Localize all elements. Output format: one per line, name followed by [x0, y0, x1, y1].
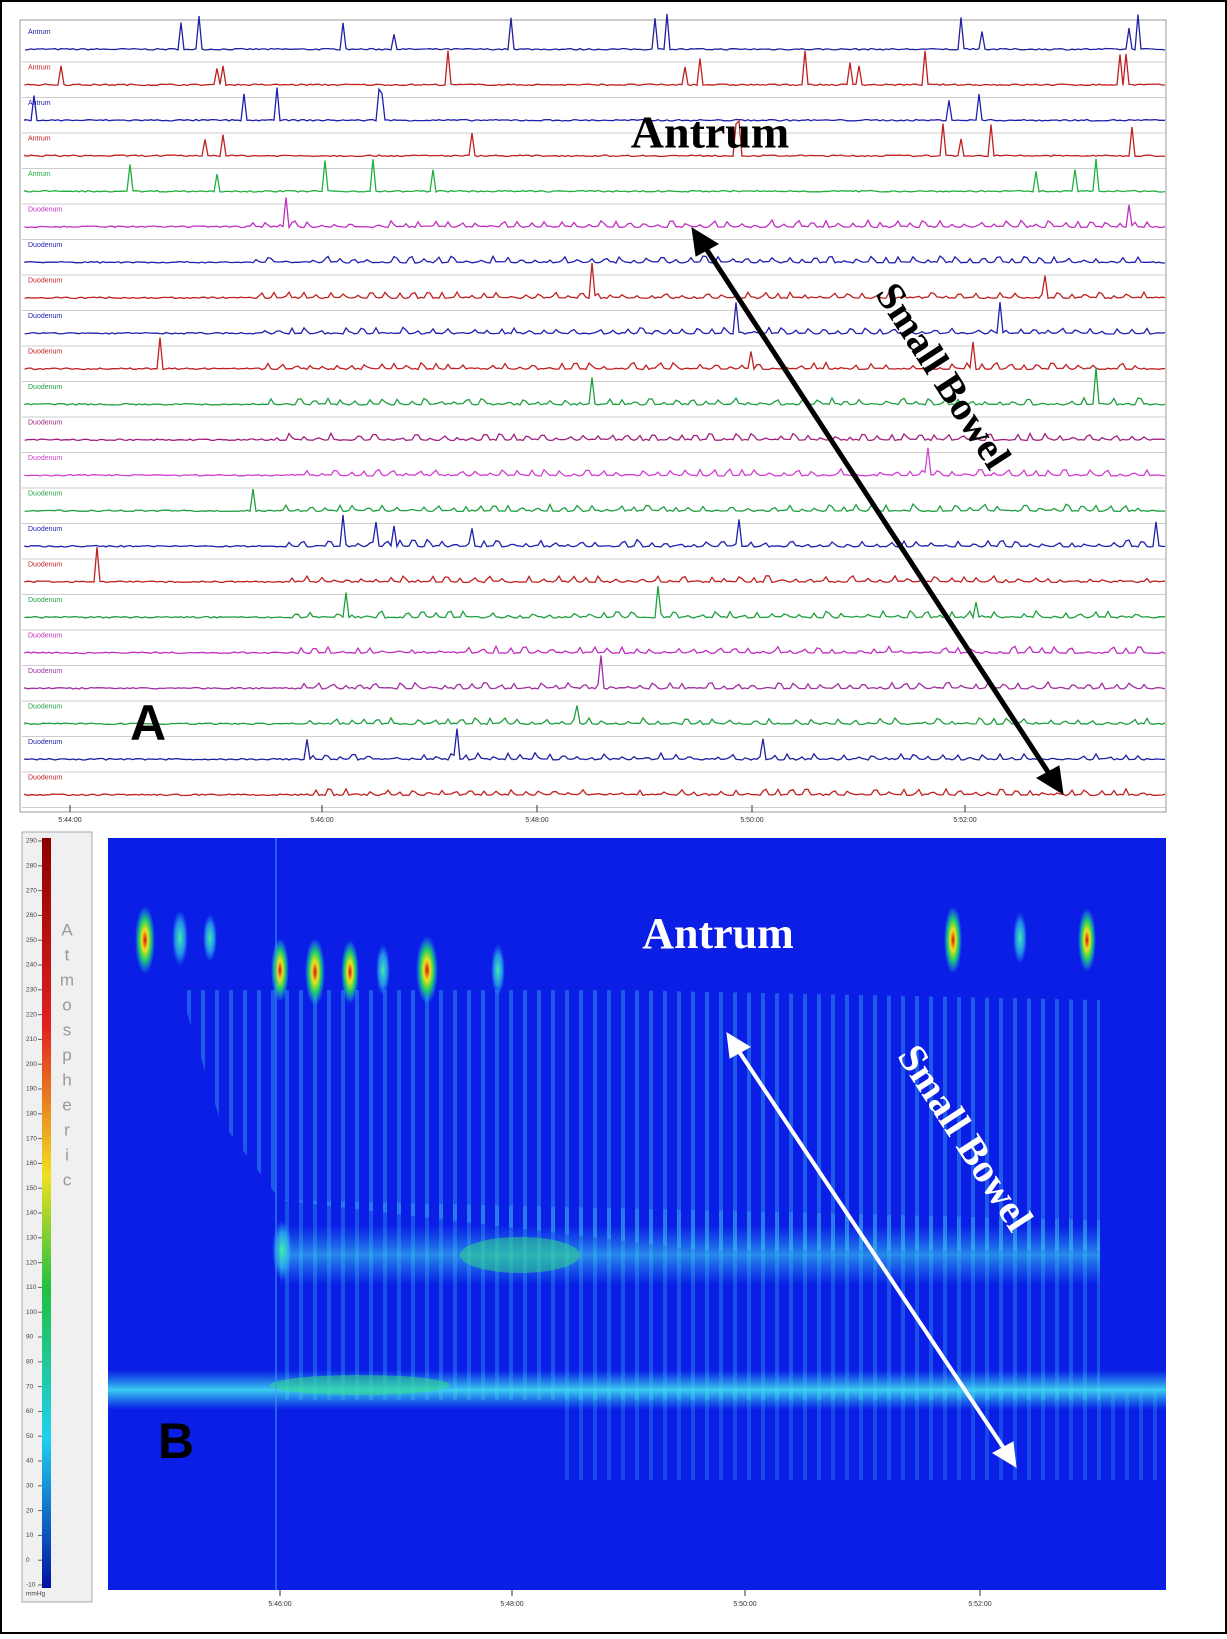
pressure-trace: [24, 787, 1166, 797]
channel-label: Duodenum: [28, 419, 62, 426]
pressure-trace: [24, 262, 1166, 300]
pressure-trace: [24, 447, 1166, 477]
colorbar-tick-label: 70: [26, 1383, 34, 1390]
colorbar-tick-label: 80: [26, 1359, 34, 1366]
time-label: 5:48:00: [500, 1601, 523, 1608]
colorbar-tick-label: 160: [26, 1160, 37, 1167]
colorbar-tick-label: 110: [26, 1284, 37, 1291]
colorbar-title: Atmospheric: [58, 921, 77, 1196]
colorbar-tick-label: 240: [26, 962, 37, 969]
arrow-b: [726, 1032, 1017, 1468]
time-label: 5:50:00: [740, 817, 763, 824]
channel-label: Antrum: [28, 135, 51, 142]
pressure-trace: [24, 705, 1166, 726]
channel-label: Duodenum: [28, 242, 62, 249]
time-label: 5:46:00: [310, 817, 333, 824]
colorbar-tick-label: 260: [26, 912, 37, 919]
colorbar-tick-label: 100: [26, 1309, 37, 1316]
time-label: 5:50:00: [733, 1601, 756, 1608]
channel-label: Duodenum: [28, 774, 62, 781]
time-label: 5:48:00: [525, 817, 548, 824]
pressure-trace: [24, 514, 1166, 549]
channel-label: Duodenum: [28, 632, 62, 639]
channel-label: Duodenum: [28, 455, 62, 462]
annotation-antrum-b: Antrum: [642, 909, 794, 958]
annotation-antrum-a: Antrum: [631, 107, 789, 158]
pressure-trace: [24, 546, 1166, 584]
colorbar-tick-label: 270: [26, 887, 37, 894]
channel-label: Duodenum: [28, 668, 62, 675]
colorbar-tick-label: 290: [26, 838, 37, 845]
channel-label: Duodenum: [28, 277, 62, 284]
pressure-trace: [24, 655, 1166, 690]
pressure-trace: [24, 254, 1165, 264]
arrow-a: [691, 227, 1064, 795]
panel-label-a: A: [130, 695, 166, 751]
channel-label: Antrum: [28, 171, 51, 178]
colorbar-tick-label: 210: [26, 1036, 37, 1043]
colorbar-tick-label: 140: [26, 1210, 37, 1217]
channel-label: Antrum: [28, 64, 51, 71]
pressure-trace: [24, 302, 1166, 335]
colorbar-tick-label: 40: [26, 1458, 34, 1465]
channel-label: Duodenum: [28, 739, 62, 746]
channel-label: Antrum: [28, 100, 51, 107]
colorbar-tick-label: 170: [26, 1135, 37, 1142]
pressure-trace: [24, 119, 1166, 158]
pressure-trace: [24, 586, 1166, 620]
colorbar-tick-label: 90: [26, 1334, 34, 1341]
colorbar-tick-label: 10: [26, 1532, 34, 1539]
panel-label-b: B: [158, 1413, 194, 1469]
panel-a-box: [19, 19, 1167, 813]
channel-label: Duodenum: [28, 561, 62, 568]
colorbar-tick-label: 130: [26, 1235, 37, 1242]
channel-label: Duodenum: [28, 490, 62, 497]
time-label: 5:52:00: [968, 1601, 991, 1608]
colorbar-panel: [21, 831, 93, 1603]
pressure-trace: [24, 367, 1166, 406]
time-label: 5:44:00: [58, 817, 81, 824]
colorbar-tick-label: 230: [26, 987, 37, 994]
colorbar-tick-label: 220: [26, 1011, 37, 1018]
colorbar-tick-label: 30: [26, 1483, 34, 1490]
pressure-trace: [24, 158, 1166, 193]
colorbar: [42, 838, 51, 1588]
colorbar-tick-label: 150: [26, 1185, 37, 1192]
pressure-trace: [24, 488, 1166, 513]
pressure-trace: [24, 728, 1165, 761]
time-label: 5:46:00: [268, 1601, 291, 1608]
pressure-trace: [24, 50, 1165, 87]
channel-label: Duodenum: [28, 703, 62, 710]
channel-label: Duodenum: [28, 206, 62, 213]
pressure-trace: [24, 13, 1166, 51]
channel-label: Duodenum: [28, 384, 62, 391]
colorbar-tick-label: 190: [26, 1086, 37, 1093]
colorbar-tick-label: -10: [26, 1582, 36, 1589]
colorbar-tick-label: 180: [26, 1111, 37, 1118]
channel-label: Duodenum: [28, 348, 62, 355]
colorbar-tick-label: 0: [26, 1557, 30, 1564]
colorbar-tick-label: 60: [26, 1408, 34, 1415]
pressure-trace: [24, 337, 1166, 371]
channel-label: Duodenum: [28, 597, 62, 604]
channel-label: Duodenum: [28, 526, 62, 533]
colorbar-tick-label: 200: [26, 1061, 37, 1068]
colorbar-tick-label: 280: [26, 863, 37, 870]
channel-label: Duodenum: [28, 313, 62, 320]
channel-label: Antrum: [28, 29, 51, 36]
pressure-trace: [24, 431, 1166, 442]
colorbar-tick-label: 250: [26, 937, 37, 944]
pressure-trace: [24, 87, 1165, 122]
colorbar-tick-label: 20: [26, 1507, 34, 1514]
pressure-trace: [24, 644, 1166, 655]
colorbar-unit: mmHg: [26, 1591, 46, 1598]
pressure-trace: [24, 197, 1166, 230]
colorbar-tick-label: 50: [26, 1433, 34, 1440]
colorbar-tick-label: 120: [26, 1259, 37, 1266]
time-label: 5:52:00: [953, 817, 976, 824]
